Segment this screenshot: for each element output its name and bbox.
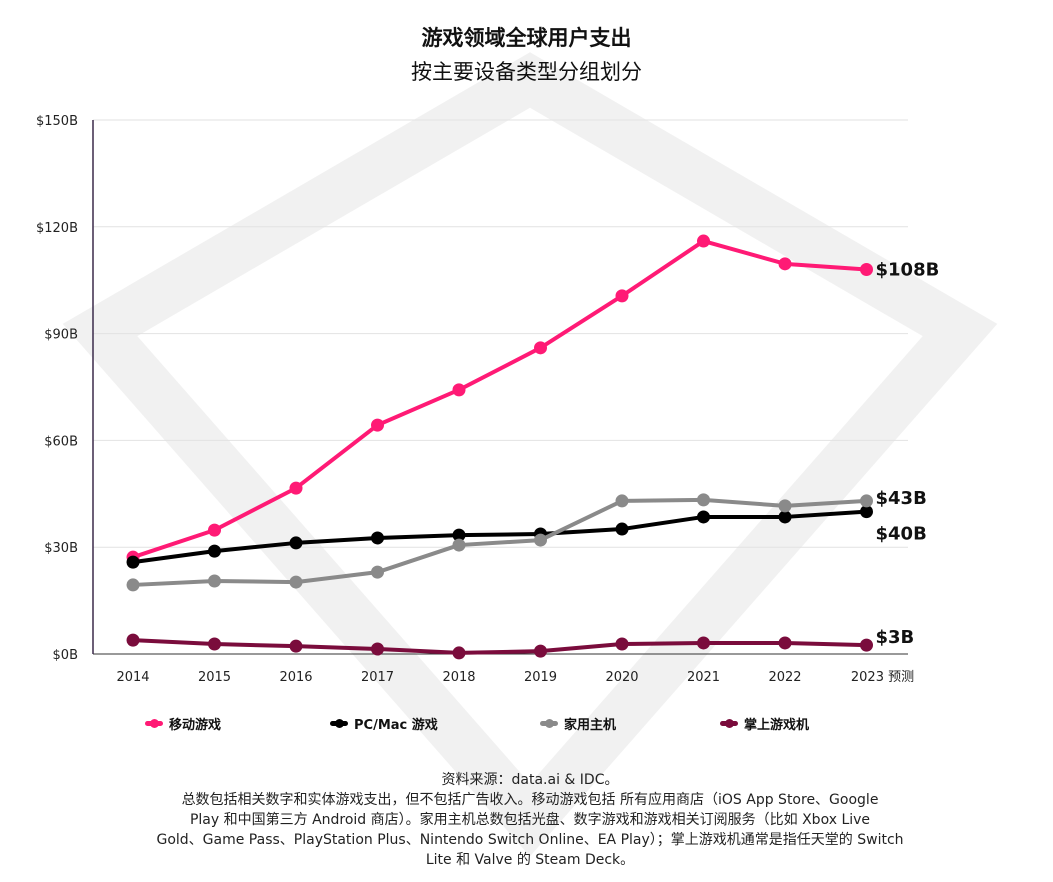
- data-point: [126, 555, 140, 569]
- x-tick-label: 2023 预测: [851, 670, 914, 685]
- data-point: [697, 510, 710, 524]
- legend-swatch: [720, 718, 738, 728]
- data-point: [289, 481, 303, 495]
- data-point: [615, 522, 629, 536]
- data-point: [452, 383, 466, 397]
- data-point: [534, 533, 547, 547]
- data-point: [860, 494, 873, 508]
- data-point: [452, 528, 466, 542]
- y-tick-label: $150B: [36, 114, 78, 129]
- data-point: [615, 494, 629, 508]
- legend-swatch: [145, 718, 163, 728]
- data-point: [289, 536, 303, 550]
- series-line: [132, 497, 867, 587]
- data-point: [534, 341, 547, 355]
- x-tick-label: 2020: [605, 670, 638, 685]
- data-point: [371, 531, 384, 545]
- note-line: 总数包括相关数字和实体游戏支出，但不包括广告收入。移动游戏包括 所有应用商店（i…: [181, 792, 879, 808]
- legend: 移动游戏 PC/Mac 游戏 家用主机 掌上游戏机: [0, 714, 1053, 738]
- chart-subtitle: 按主要设备类型分组划分: [411, 60, 642, 84]
- legend-item: 移动游戏: [145, 714, 221, 733]
- footnotes: 资料来源：data.ai & IDC。 总数包括相关数字和实体游戏支出，但不包括…: [100, 770, 960, 870]
- data-point: [208, 637, 221, 651]
- data-point: [534, 644, 547, 658]
- data-point: [615, 637, 629, 651]
- data-point: [697, 636, 710, 650]
- legend-label: PC/Mac 游戏: [354, 718, 438, 733]
- data-point: [371, 642, 384, 656]
- legend-label: 移动游戏: [169, 718, 222, 733]
- x-tick-label: 2021: [687, 670, 720, 685]
- data-point: [860, 638, 873, 652]
- data-point: [778, 257, 792, 271]
- data-point: [452, 538, 466, 552]
- data-point: [371, 418, 384, 432]
- data-point: [697, 493, 710, 507]
- end-value-label: $40B: [876, 524, 927, 545]
- legend-swatch: [540, 718, 558, 728]
- data-point: [208, 574, 221, 588]
- y-tick-label: $30B: [44, 541, 78, 556]
- data-point: [778, 510, 792, 524]
- note-line: Gold、Game Pass、PlayStation Plus、Nintendo…: [156, 832, 904, 848]
- x-tick-label: 2019: [524, 670, 557, 685]
- data-point: [126, 578, 140, 592]
- y-tick-label: $60B: [44, 434, 78, 449]
- note-line: Play 和中国第三方 Android 商店）。家用主机总数包括光盘、数字游戏和…: [189, 812, 871, 828]
- end-value-label: $108B: [876, 260, 940, 281]
- end-value-label: $43B: [876, 488, 927, 509]
- y-tick-label: $90B: [44, 328, 78, 343]
- legend-label: 掌上游戏机: [744, 718, 810, 733]
- legend-label: 家用主机: [564, 718, 617, 733]
- x-tick-label: 2016: [279, 670, 312, 685]
- legend-swatch: [330, 718, 348, 728]
- x-tick-label: 2022: [768, 670, 801, 685]
- legend-item: PC/Mac 游戏: [330, 714, 438, 733]
- data-point: [778, 636, 792, 650]
- data-point: [860, 263, 873, 277]
- x-tick-label: 2017: [361, 670, 394, 685]
- data-point: [126, 633, 140, 647]
- legend-item: 掌上游戏机: [720, 714, 809, 733]
- series-line: [132, 638, 867, 655]
- data-point: [371, 565, 384, 579]
- note-line: Lite 和 Valve 的 Steam Deck。: [425, 852, 635, 868]
- series-line: [132, 239, 867, 560]
- x-tick-label: 2014: [116, 670, 149, 685]
- chart-title: 游戏领域全球用户支出: [421, 26, 632, 50]
- end-value-label: $3B: [876, 627, 915, 648]
- source-note: 资料来源：data.ai & IDC。: [441, 772, 619, 788]
- data-point: [452, 646, 466, 660]
- data-point: [860, 505, 873, 519]
- data-point: [289, 575, 303, 589]
- x-tick-label: 2015: [198, 670, 231, 685]
- y-tick-label: $0B: [53, 648, 78, 663]
- data-point: [697, 234, 710, 248]
- data-point: [208, 544, 221, 558]
- x-tick-label: 2018: [442, 670, 475, 685]
- data-point: [778, 499, 792, 513]
- data-point: [289, 639, 303, 653]
- y-tick-label: $120B: [36, 221, 78, 236]
- legend-item: 家用主机: [540, 714, 616, 733]
- series-line: [132, 509, 867, 565]
- data-point: [615, 289, 629, 303]
- data-point: [208, 523, 221, 537]
